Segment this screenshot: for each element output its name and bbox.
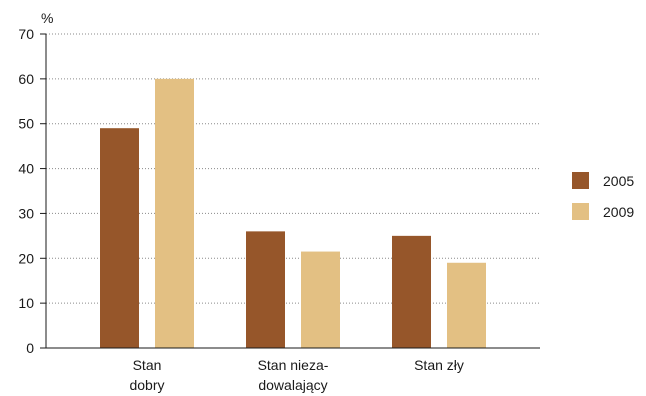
y-axis: 0 10 20 30 40 50 60 70 <box>18 26 47 356</box>
bar-2005 <box>246 231 285 348</box>
y-tick-label: 50 <box>18 116 34 132</box>
bar-2009 <box>301 251 340 348</box>
y-tick-label: 30 <box>18 205 34 221</box>
legend-label-2009: 2009 <box>603 204 634 220</box>
x-axis: Stan dobry Stan nieza-dowalający Stan zły <box>46 347 540 393</box>
bar-2009 <box>155 78 194 348</box>
x-category-label: Stan nieza- <box>258 357 329 373</box>
legend: 2005 2009 <box>572 172 634 220</box>
x-category-label: dowalający <box>258 377 327 393</box>
x-category-label: Stan <box>133 357 162 373</box>
y-tick-label: 10 <box>18 295 34 311</box>
bar-2005 <box>392 235 431 348</box>
legend-swatch-2009 <box>572 203 589 220</box>
legend-swatch-2005 <box>572 172 589 189</box>
legend-label-2005: 2005 <box>603 173 634 189</box>
bar-2005 <box>100 128 139 348</box>
bars <box>100 78 486 348</box>
x-category-label: dobry <box>129 377 164 393</box>
y-tick-label: 40 <box>18 161 34 177</box>
grid-lines <box>46 33 540 304</box>
y-tick-label: 70 <box>18 26 34 42</box>
y-tick-label: 20 <box>18 250 34 266</box>
x-category-label: Stan zły <box>414 357 464 373</box>
y-tick-label: 60 <box>18 71 34 87</box>
y-tick-label: 0 <box>26 340 34 356</box>
y-axis-unit-label: % <box>41 10 53 26</box>
bar-2009 <box>447 262 486 348</box>
